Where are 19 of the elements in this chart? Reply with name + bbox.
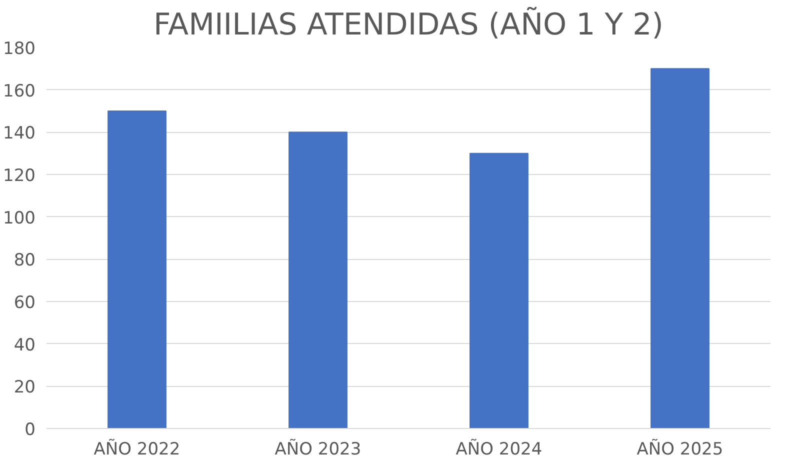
y-tick-label: 80 xyxy=(14,250,36,271)
chart-title: FAMIILIAS ATENDIDAS (AÑO 1 Y 2) xyxy=(154,6,664,42)
y-tick-label: 40 xyxy=(14,335,36,356)
y-tick-label: 160 xyxy=(3,81,36,102)
y-tick-label: 0 xyxy=(24,420,36,440)
x-tick-label: AÑO 2025 xyxy=(636,438,724,460)
x-tick-label: AÑO 2022 xyxy=(94,438,180,460)
y-tick-label: 60 xyxy=(14,293,36,313)
y-tick-label: 20 xyxy=(14,378,36,398)
y-tick-label: 120 xyxy=(3,166,36,186)
bar xyxy=(470,152,528,428)
y-tick-label: 140 xyxy=(3,124,36,144)
bar xyxy=(108,110,166,428)
x-tick-label: AÑO 2024 xyxy=(456,438,542,460)
bar xyxy=(288,132,348,428)
x-tick-label: AÑO 2023 xyxy=(274,438,362,460)
bar xyxy=(650,68,710,428)
y-tick-label: 180 xyxy=(3,39,36,59)
y-tick-label: 100 xyxy=(3,208,36,228)
